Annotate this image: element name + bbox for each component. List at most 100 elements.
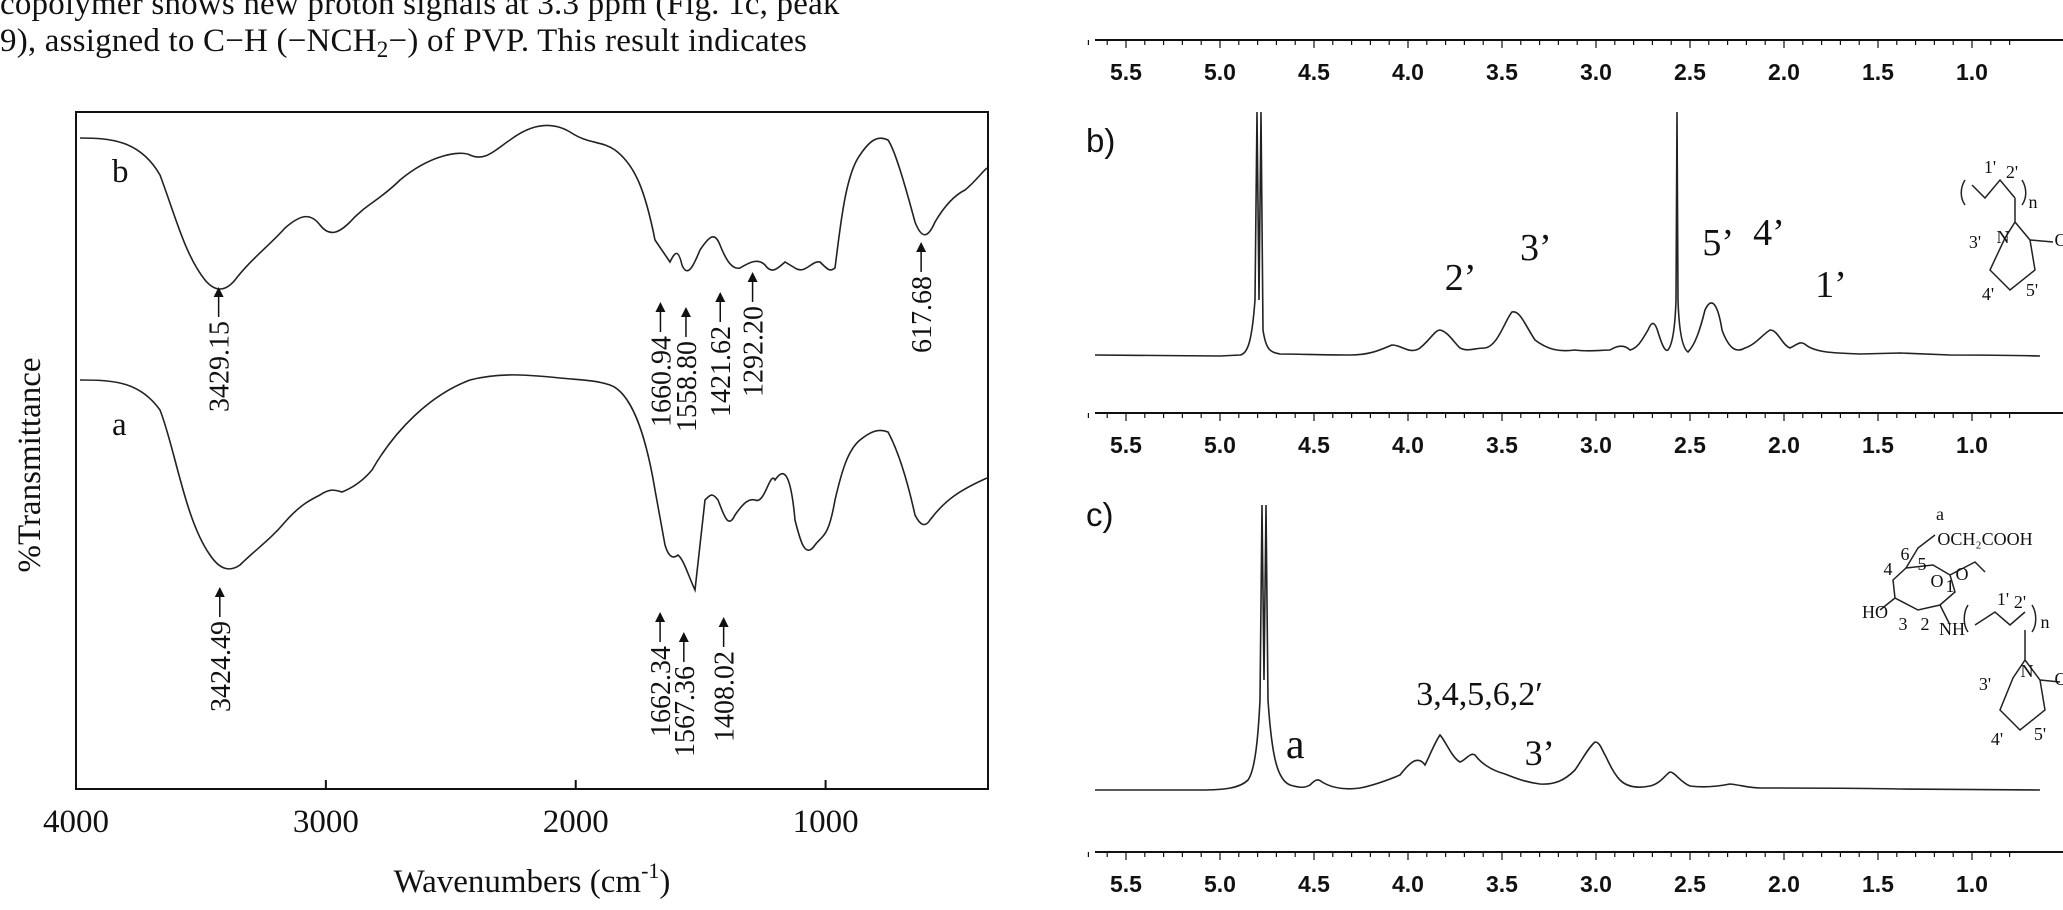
ftir-peak-arrowhead bbox=[678, 632, 689, 642]
nmr-spectrum-c bbox=[1095, 504, 2041, 791]
ftir-x-tick-label: 1000 bbox=[793, 804, 859, 840]
ftir-peak-arrowhead bbox=[655, 612, 666, 622]
nmr-tick-label: 5.0 bbox=[1204, 59, 1236, 85]
paper-text-line-2-a: 9), assigned to C−H (−NCH bbox=[0, 23, 377, 59]
nmr-tick-label: 5.5 bbox=[1110, 432, 1142, 458]
ftir-xlabel: Wavenumbers (cm-1) bbox=[394, 858, 671, 900]
nmr-tick-label: 5.5 bbox=[1110, 59, 1142, 85]
ftir-curve-b bbox=[79, 124, 988, 290]
nmr-tick-label: 2.0 bbox=[1768, 59, 1800, 85]
paper-text-line-1: copolymer shows new proton signals at 3.… bbox=[0, 0, 840, 22]
ftir-peak-label: 1662.34 bbox=[646, 646, 677, 737]
nmr-tick-label: 1.0 bbox=[1956, 59, 1988, 85]
nmr-panel: 5.5 5.0 4.5 4.0 3.5 3.0 2.5 2.0 1.5 1.0 5.5 5.0 4.5 4… bbox=[1086, 39, 2063, 897]
ftir-peak-arrowhead bbox=[718, 617, 729, 627]
pvp-structure-label: 4' bbox=[1982, 284, 1994, 304]
nmr-c-peak-label: a bbox=[1286, 722, 1305, 768]
nmr-spectrum-b bbox=[1094, 111, 2041, 357]
cmcs-structure-label: O bbox=[1931, 571, 1944, 591]
nmr-b-peak-label: 1’ bbox=[1815, 264, 1847, 306]
cmcs-structure-label: 2 bbox=[1921, 614, 1930, 634]
ftir-peak-label: 1660.94 bbox=[646, 336, 677, 427]
nmr-tick-label: 4.5 bbox=[1298, 59, 1330, 85]
cmcs-structure-label: 1 bbox=[1946, 576, 1955, 596]
nmr-tick-label: 3.5 bbox=[1486, 59, 1518, 85]
nmr-tick-label: 4.0 bbox=[1392, 432, 1424, 458]
nmr-tick-label: 4.0 bbox=[1392, 59, 1424, 85]
ftir-peak-arrowhead bbox=[213, 287, 224, 297]
cmcs-structure-label: 5 bbox=[1918, 554, 1927, 574]
cmcs-structure-label: O bbox=[2055, 669, 2063, 689]
nmr-panel-b-label: b) bbox=[1086, 122, 1115, 159]
ftir-peak-label: 1408.02 bbox=[710, 651, 741, 742]
ftir-peak-label: 3429.15 bbox=[205, 321, 236, 412]
pvp-structure-label: 5' bbox=[2026, 280, 2038, 300]
nmr-tick-label: 5.5 bbox=[1110, 871, 1142, 897]
cmcs-structure-label: O bbox=[1956, 564, 1969, 584]
nmr-tick-label: 4.0 bbox=[1392, 871, 1424, 897]
ftir-peak-arrowhead bbox=[655, 302, 666, 312]
pvp-structure-label: 3' bbox=[1969, 232, 1981, 252]
nmr-b-peak-label: 3’ bbox=[1520, 227, 1552, 269]
ftir-xlabel-close: ) bbox=[659, 864, 670, 900]
paper-text-subscript: 2 bbox=[376, 35, 389, 62]
cmcs-structure-label: N bbox=[2021, 661, 2034, 681]
ftir-curve-labels: b a bbox=[112, 154, 129, 443]
nmr-panel-c-label: c) bbox=[1086, 496, 1114, 533]
cmcs-structure-label: 6 bbox=[1901, 544, 1910, 564]
ftir-peak-label: 3424.49 bbox=[206, 621, 237, 712]
nmr-b-peak-label: 4’ bbox=[1753, 212, 1785, 254]
ftir-peak-arrowhead bbox=[916, 242, 927, 252]
ftir-peak-arrowhead bbox=[715, 292, 726, 302]
nmr-tick-label: 3.0 bbox=[1580, 871, 1612, 897]
nmr-b-peak-label: 2’ bbox=[1445, 257, 1477, 299]
cmcs-structure-label: OCH₂COOH bbox=[1937, 529, 2032, 549]
pvp-structure: 1' 2' nN O 3' 4' 5' bbox=[1960, 157, 2063, 304]
ftir-curve-a-label: a bbox=[112, 407, 127, 443]
nmr-tick-label: 3.0 bbox=[1580, 432, 1612, 458]
nmr-c-peak-labels: a 3,4,5,6,2′ 3’ bbox=[1286, 676, 1555, 773]
cmcs-structure-label: n bbox=[2041, 612, 2050, 632]
ftir-peak-label: 1292.20 bbox=[739, 306, 770, 397]
cmcs-structure-bonds bbox=[1879, 534, 2061, 732]
nmr-tick-label: 3.5 bbox=[1486, 432, 1518, 458]
nmr-tick-label: 1.5 bbox=[1862, 871, 1894, 897]
ftir-peak-label: 617.68 bbox=[907, 276, 938, 353]
pvp-structure-label: 2' bbox=[2006, 162, 2018, 182]
cmcs-structure-label: 4' bbox=[1991, 729, 2003, 749]
nmr-tick-label: 2.5 bbox=[1674, 432, 1706, 458]
nmr-b-peak-label: 5’ bbox=[1702, 222, 1734, 264]
cmcs-structure-label: 3' bbox=[1979, 674, 1991, 694]
nmr-tick-label: 2.0 bbox=[1768, 432, 1800, 458]
ftir-peak-label: 1567.36 bbox=[670, 666, 701, 757]
pvp-structure-label: n bbox=[2029, 192, 2038, 212]
nmr-c-peak-label: 3,4,5,6,2′ bbox=[1416, 676, 1542, 713]
ftir-peak-arrowhead bbox=[747, 272, 758, 282]
cmcs-structure-label: 1' bbox=[1997, 589, 2009, 609]
nmr-c-peak-label: 3’ bbox=[1525, 733, 1555, 773]
ftir-panel: %Transmittance Wavenumbers (cm-1) 4000 30… bbox=[12, 111, 989, 900]
ftir-x-axis: 4000 3000 2000 1000 bbox=[43, 780, 859, 840]
nmr-tick-label: 5.0 bbox=[1204, 871, 1236, 897]
nmr-tick-label: 1.0 bbox=[1956, 871, 1988, 897]
ftir-x-tick-label: 2000 bbox=[543, 804, 609, 840]
pvp-structure-bonds bbox=[1960, 178, 2054, 292]
nmr-tick-label: 1.5 bbox=[1862, 59, 1894, 85]
ftir-peak-arrowhead bbox=[214, 587, 225, 597]
cmcs-structure-label: 5' bbox=[2034, 724, 2046, 744]
nmr-tick-label: 5.0 bbox=[1204, 432, 1236, 458]
nmr-tick-label: 4.5 bbox=[1298, 871, 1330, 897]
ftir-ylabel: %Transmittance bbox=[12, 357, 48, 572]
nmr-tick-label: 3.0 bbox=[1580, 59, 1612, 85]
cmcs-structure-label: a bbox=[1936, 504, 1944, 524]
ftir-peak-label: 1421.62 bbox=[706, 326, 737, 417]
pvp-structure-label: O bbox=[2055, 230, 2063, 250]
nmr-tick-label: 4.5 bbox=[1298, 432, 1330, 458]
nmr-tick-label: 3.5 bbox=[1486, 871, 1518, 897]
ftir-peak-arrowhead bbox=[680, 307, 691, 317]
cmcs-structure-label: 3 bbox=[1899, 614, 1908, 634]
ftir-curve-b-label: b bbox=[112, 154, 129, 190]
